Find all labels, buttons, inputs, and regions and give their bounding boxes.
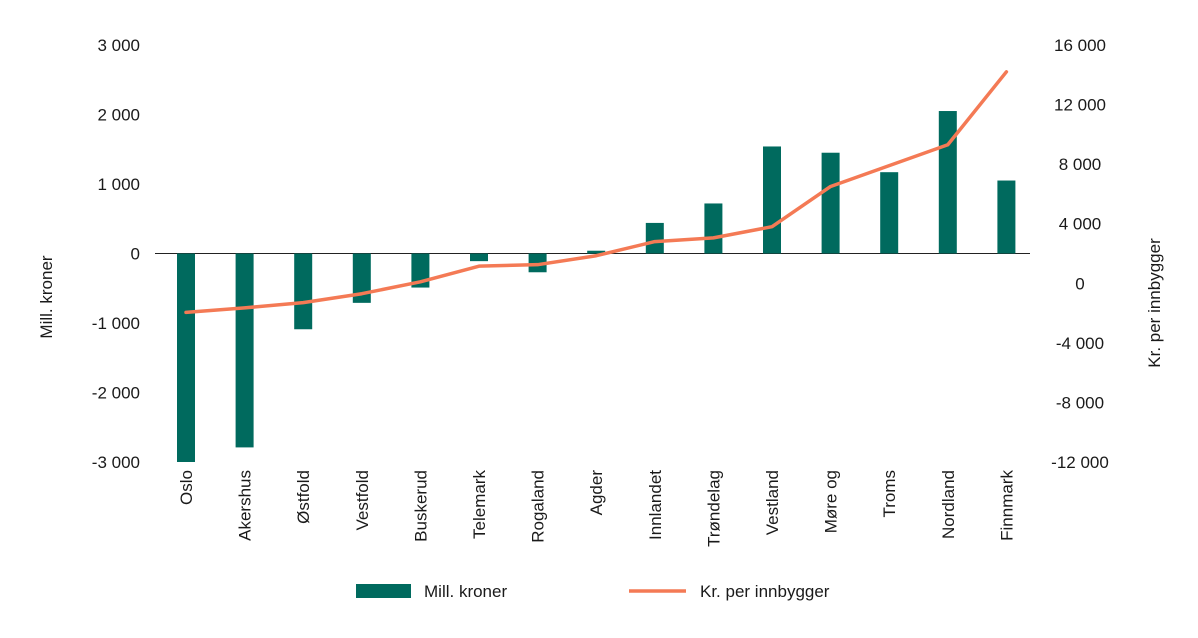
category-label: Troms [880, 470, 899, 518]
bar [821, 152, 840, 254]
line-series-kr-per-innbygger [184, 70, 1009, 315]
right-tick-label: 16 000 [1054, 36, 1106, 55]
category-label: Trøndelag [704, 470, 723, 547]
left-tick-label: 3 000 [97, 36, 140, 55]
right-tick-label: -8 000 [1056, 393, 1104, 412]
right-axis-title: Kr. per innbygger [1145, 238, 1164, 368]
legend-swatch-bar [356, 584, 411, 598]
right-tick-label: -4 000 [1056, 334, 1104, 353]
category-label: Finnmark [997, 470, 1016, 541]
bar-series [177, 111, 1016, 462]
category-label: Nordland [939, 470, 958, 539]
category-label: Agder [587, 470, 606, 516]
left-tick-label: -1 000 [92, 314, 140, 333]
category-label: Vestland [763, 470, 782, 535]
category-label: Møre og [822, 470, 841, 533]
bar [470, 253, 488, 262]
bar [352, 253, 371, 303]
right-tick-label: 0 [1075, 274, 1084, 293]
category-label: Innlandet [646, 470, 665, 540]
bar [645, 222, 664, 254]
category-label: Oslo [177, 470, 196, 505]
left-tick-label: 1 000 [97, 175, 140, 194]
bar [235, 253, 254, 448]
bar [528, 253, 547, 273]
category-label: Telemark [470, 470, 489, 539]
left-axis-ticks: 3 000 2 000 1 000 0 -1 000 -2 000 -3 000 [92, 36, 140, 472]
bar [704, 203, 723, 254]
category-label: Østfold [294, 470, 313, 524]
left-tick-label: 0 [131, 245, 140, 264]
legend: Mill. kroner Kr. per innbygger [356, 582, 830, 601]
left-tick-label: -3 000 [92, 453, 140, 472]
legend-label-line: Kr. per innbygger [700, 582, 830, 601]
left-tick-label: 2 000 [97, 106, 140, 125]
category-label: Vestfold [353, 470, 372, 531]
bar [587, 250, 606, 254]
bar [938, 111, 957, 254]
category-label: Buskerud [411, 470, 430, 542]
right-axis-ticks: 16 000 12 000 8 000 4 000 0 -4 000 -8 000 -12 0… [1051, 36, 1109, 472]
legend-label-bar: Mill. kroner [424, 582, 507, 601]
bar [763, 146, 781, 254]
category-label: Akershus [236, 470, 255, 541]
right-tick-label: -12 000 [1051, 453, 1109, 472]
bar [294, 253, 313, 330]
right-tick-label: 4 000 [1059, 215, 1102, 234]
bar [880, 172, 899, 254]
right-tick-label: 12 000 [1054, 96, 1106, 115]
bar [997, 180, 1016, 254]
category-label: Rogaland [529, 470, 548, 543]
bar [177, 253, 195, 462]
left-axis-title: Mill. kroner [37, 255, 56, 338]
left-tick-label: -2 000 [92, 384, 140, 403]
right-tick-label: 8 000 [1059, 155, 1102, 174]
category-labels: Oslo Akershus Østfold Vestfold Buskerud Telem… [177, 470, 1016, 547]
